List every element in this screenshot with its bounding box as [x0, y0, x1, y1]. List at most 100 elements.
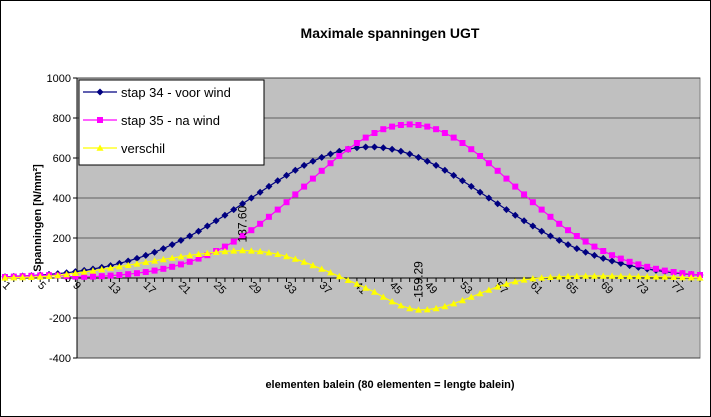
- marker: [653, 265, 660, 272]
- legend-label: verschil: [121, 141, 165, 156]
- chart-title: Maximale spanningen UGT: [301, 25, 480, 41]
- marker: [520, 217, 528, 225]
- marker: [335, 272, 343, 280]
- marker: [151, 257, 159, 264]
- marker: [124, 261, 132, 268]
- marker: [450, 171, 458, 179]
- marker: [89, 267, 97, 274]
- marker: [195, 227, 203, 235]
- marker: [556, 220, 563, 227]
- marker: [45, 272, 53, 279]
- marker: [538, 274, 546, 281]
- marker: [336, 153, 343, 159]
- marker: [582, 272, 590, 279]
- marker: [248, 227, 255, 234]
- marker: [529, 199, 536, 206]
- marker: [635, 261, 642, 268]
- y-tick-label: 1000: [47, 73, 71, 85]
- marker: [80, 268, 88, 275]
- marker: [239, 246, 247, 254]
- marker: [151, 267, 158, 274]
- marker: [379, 293, 387, 300]
- marker: [97, 117, 103, 123]
- marker: [521, 191, 528, 198]
- marker: [203, 249, 211, 256]
- marker: [696, 274, 704, 281]
- marker: [406, 150, 414, 158]
- marker: [476, 188, 484, 196]
- marker: [485, 194, 493, 202]
- marker: [406, 121, 413, 128]
- marker: [107, 264, 115, 271]
- y-tick-label: -400: [49, 353, 71, 365]
- marker: [274, 177, 282, 185]
- marker: [546, 232, 554, 240]
- marker: [291, 166, 299, 174]
- marker: [212, 248, 220, 255]
- marker: [626, 258, 633, 265]
- marker: [609, 252, 616, 259]
- marker: [142, 269, 149, 275]
- marker: [300, 258, 308, 265]
- marker: [600, 248, 607, 254]
- marker: [115, 263, 123, 270]
- marker: [661, 267, 668, 274]
- marker: [265, 213, 272, 220]
- y-axis-title: Spanningen [N/mm²]: [32, 164, 44, 272]
- marker: [274, 250, 282, 257]
- marker: [432, 161, 440, 169]
- y-tick-label: 400: [53, 193, 71, 205]
- marker: [19, 273, 27, 281]
- marker: [256, 247, 264, 255]
- marker: [10, 274, 18, 281]
- marker: [54, 271, 62, 279]
- marker: [116, 272, 123, 278]
- marker: [494, 283, 502, 290]
- marker: [327, 150, 335, 158]
- marker: [388, 145, 396, 153]
- marker: [247, 194, 255, 202]
- marker: [221, 243, 228, 250]
- marker: [221, 247, 229, 255]
- marker: [309, 175, 316, 182]
- marker: [125, 271, 132, 278]
- y-tick-label: 600: [53, 153, 71, 165]
- marker: [27, 273, 35, 280]
- marker: [186, 258, 193, 265]
- marker: [318, 265, 326, 272]
- marker: [389, 123, 396, 130]
- marker: [221, 211, 229, 219]
- marker: [291, 255, 299, 262]
- marker: [538, 206, 545, 213]
- marker: [283, 171, 291, 179]
- marker: [582, 248, 590, 256]
- marker: [512, 183, 519, 190]
- marker: [362, 143, 370, 151]
- marker: [151, 248, 159, 256]
- marker: [72, 273, 79, 280]
- marker: [467, 182, 475, 190]
- marker: [608, 272, 616, 279]
- marker: [423, 157, 431, 165]
- marker: [678, 273, 686, 281]
- marker: [502, 206, 510, 214]
- marker: [177, 236, 185, 244]
- marker: [617, 272, 625, 279]
- marker: [370, 143, 378, 151]
- legend-label: stap 34 - voor wind: [121, 85, 231, 100]
- marker: [133, 270, 140, 277]
- marker: [335, 147, 343, 155]
- marker: [467, 293, 475, 300]
- marker: [529, 275, 537, 282]
- marker: [327, 160, 334, 167]
- legend-label: stap 35 - na wind: [121, 113, 220, 128]
- marker: [133, 260, 141, 267]
- marker: [107, 272, 114, 279]
- marker: [485, 286, 493, 293]
- marker: [599, 272, 607, 279]
- marker: [485, 160, 492, 167]
- data-label: -159.29: [411, 261, 425, 302]
- marker: [71, 269, 79, 276]
- marker: [433, 126, 440, 133]
- marker: [608, 257, 616, 265]
